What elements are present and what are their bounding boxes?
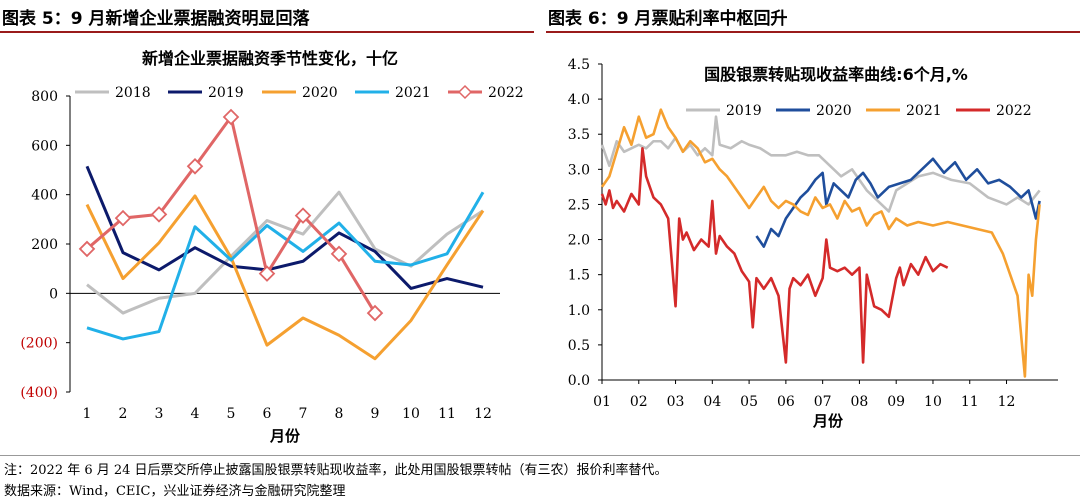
footnote: 注：2022 年 6 月 24 日后票交所停止披露国股银票转贴现收益率，此处用国… [4,463,668,478]
data-source: 数据来源：Wind，CEIC，兴业证券经济与金融研究院整理 [4,484,346,499]
x-tick-label: 6 [263,406,272,422]
footer-divider [0,455,1080,456]
x-tick-label: 12 [474,406,492,422]
y-tick-label: (400) [20,385,58,401]
legend-marker [457,84,473,100]
x-tick-label: 09 [887,394,905,410]
data-point-2022 [114,209,132,227]
data-point-2022 [222,108,240,126]
x-tick-label: 02 [630,394,648,410]
data-point-2022 [366,304,384,322]
legend-label-2018: 2018 [115,85,151,101]
y-tick-label: 2.5 [568,197,590,213]
x-tick-label: 04 [703,394,721,410]
series-line-2021 [86,191,485,341]
x-tick-label: 01 [593,394,611,410]
legend-label-2021: 2021 [395,85,431,101]
x-tick-label: 5 [227,406,236,422]
y-tick-label: (200) [20,336,58,352]
right-panel-title: 图表 6：9 月票贴利率中枢回升 [548,9,788,29]
data-point-2022 [294,207,312,224]
x-tick-label: 05 [740,394,758,410]
x-tick-label: 11 [438,406,456,422]
series-line-2018 [86,190,484,315]
x-tick-label: 9 [371,406,380,422]
y-tick-label: 4.5 [568,57,590,73]
y-tick-label: 400 [31,188,58,204]
y-tick-label: 200 [31,237,58,253]
data-point-2022 [78,240,96,258]
left-panel-title: 图表 5：9 月新增企业票据融资明显回落 [2,9,310,29]
series-line-2022 [86,115,377,314]
legend-label-2019: 2019 [208,85,244,101]
legend-label-2021: 2021 [906,103,942,119]
x-tick-label: 12 [998,394,1016,410]
series-line-2019 [85,165,484,290]
y-tick-label: 3.0 [568,162,590,178]
y-tick-label: 4.0 [568,92,590,108]
x-tick-label: 7 [299,406,308,422]
series-line-2020 [85,194,485,361]
series-line-2022 [600,146,949,364]
legend-label-2022: 2022 [996,103,1032,119]
y-tick-label: 0.5 [568,338,590,354]
x-tick-label: 1 [83,406,92,422]
y-tick-label: 3.5 [568,127,590,143]
y-tick-label: 1.5 [568,268,590,284]
legend-label-2022: 2022 [488,85,524,101]
data-point-2022 [330,245,348,263]
x-axis-title: 月份 [269,427,301,445]
left-title-rule [0,31,534,33]
y-tick-label: 0 [49,286,58,302]
legend-label-2020: 2020 [816,103,852,119]
y-tick-label: 1.0 [568,303,590,319]
y-tick-label: 0.0 [568,373,590,389]
x-tick-label: 08 [851,394,869,410]
x-tick-label: 10 [402,406,420,422]
x-tick-label: 06 [777,394,795,410]
data-point-2022 [150,206,168,223]
y-tick-label: 600 [31,138,58,154]
y-tick-label: 2.0 [568,233,590,249]
x-tick-label: 03 [667,394,685,410]
x-axis-title: 月份 [812,412,844,430]
x-tick-label: 3 [155,406,164,422]
data-point-2022 [258,265,276,282]
series-line-2021 [600,108,1041,378]
y-tick-label: 800 [31,89,58,105]
legend-label-2019: 2019 [726,103,762,119]
x-tick-label: 10 [924,394,942,410]
chart-title: 国股银票转贴现收益率曲线:6个月,% [704,65,968,84]
series-line-2020 [755,157,1041,248]
legend-label-2020: 2020 [302,85,338,101]
x-tick-label: 11 [961,394,979,410]
right-chart: 4.5 4.0 3.5 3.0 2.5 2.0 1.5 1.0 0.5 0.001 02 03 04 05… [568,57,1058,430]
x-tick-label: 2 [119,406,128,422]
x-tick-label: 8 [335,406,344,422]
chart-title: 新增企业票据融资季节性变化，十亿 [142,49,398,68]
data-point-2022 [186,158,204,175]
x-tick-label: 07 [814,394,832,410]
right-title-rule [546,31,1080,33]
x-tick-label: 4 [191,406,200,422]
series-line-2019 [600,115,1041,213]
left-chart: 新增企业票据融资季节性变化，十亿 800 600 400 200 0 (200) (400) 1… [20,49,524,445]
